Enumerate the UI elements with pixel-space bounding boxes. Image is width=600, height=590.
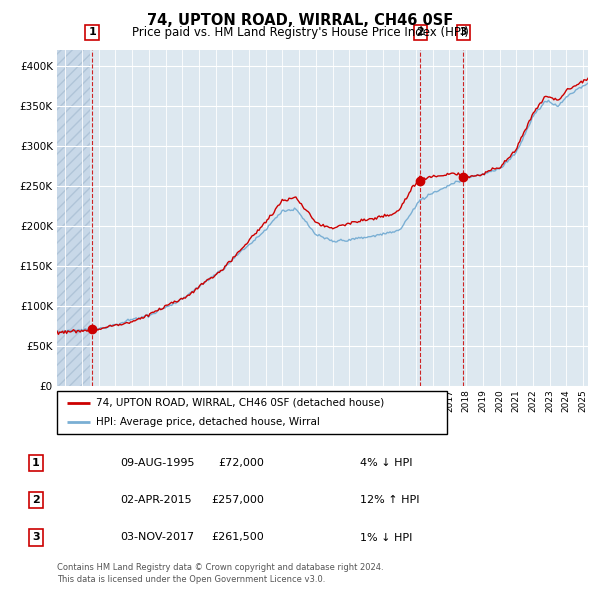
Text: 1% ↓ HPI: 1% ↓ HPI xyxy=(360,533,412,542)
Text: 4% ↓ HPI: 4% ↓ HPI xyxy=(360,458,413,468)
Text: 1: 1 xyxy=(88,28,96,37)
Text: 3: 3 xyxy=(32,533,40,542)
Text: 2: 2 xyxy=(32,496,40,505)
Text: 2: 2 xyxy=(416,28,424,37)
Text: Price paid vs. HM Land Registry's House Price Index (HPI): Price paid vs. HM Land Registry's House … xyxy=(131,26,469,39)
Text: 3: 3 xyxy=(460,28,467,37)
Text: £257,000: £257,000 xyxy=(211,496,264,505)
Text: HPI: Average price, detached house, Wirral: HPI: Average price, detached house, Wirr… xyxy=(96,417,320,427)
Bar xyxy=(57,50,91,386)
Text: 12% ↑ HPI: 12% ↑ HPI xyxy=(360,496,419,505)
Text: 03-NOV-2017: 03-NOV-2017 xyxy=(120,533,194,542)
Text: Contains HM Land Registry data © Crown copyright and database right 2024.
This d: Contains HM Land Registry data © Crown c… xyxy=(57,563,383,584)
Text: 02-APR-2015: 02-APR-2015 xyxy=(120,496,191,505)
Text: 74, UPTON ROAD, WIRRAL, CH46 0SF: 74, UPTON ROAD, WIRRAL, CH46 0SF xyxy=(147,13,453,28)
Text: 1: 1 xyxy=(32,458,40,468)
Text: 09-AUG-1995: 09-AUG-1995 xyxy=(120,458,194,468)
Text: £72,000: £72,000 xyxy=(218,458,264,468)
Text: 74, UPTON ROAD, WIRRAL, CH46 0SF (detached house): 74, UPTON ROAD, WIRRAL, CH46 0SF (detach… xyxy=(96,398,384,408)
Text: £261,500: £261,500 xyxy=(211,533,264,542)
